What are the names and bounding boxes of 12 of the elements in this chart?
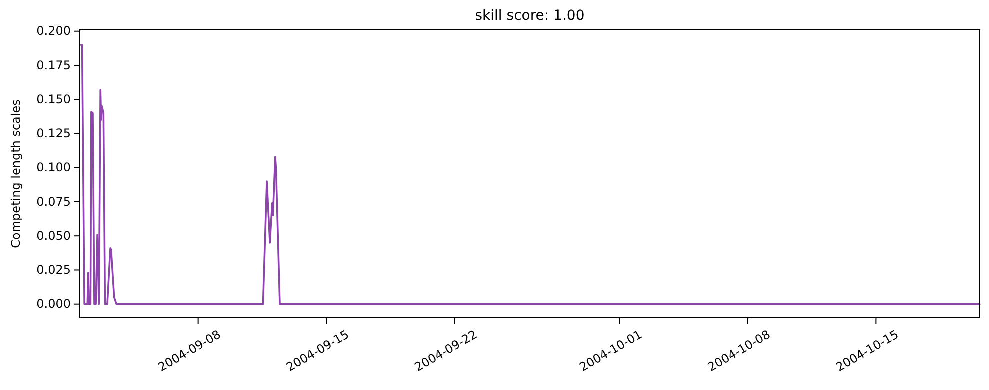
y-tick-label: 0.025 bbox=[36, 263, 71, 278]
y-tick-label: 0.050 bbox=[36, 228, 71, 243]
y-axis-title: Competing length scales bbox=[9, 100, 23, 248]
y-tick-label: 0.100 bbox=[36, 160, 71, 175]
y-tick-label: 0.175 bbox=[36, 58, 71, 72]
chart-title: skill score: 1.00 bbox=[475, 8, 585, 24]
y-tick-label: 0.075 bbox=[36, 194, 71, 209]
line-series bbox=[80, 44, 981, 306]
y-tick-label: 0.000 bbox=[36, 297, 71, 312]
y-tick-label: 0.125 bbox=[36, 126, 71, 141]
y-tick-label: 0.200 bbox=[36, 24, 71, 38]
y-tick-label: 0.150 bbox=[36, 92, 71, 106]
